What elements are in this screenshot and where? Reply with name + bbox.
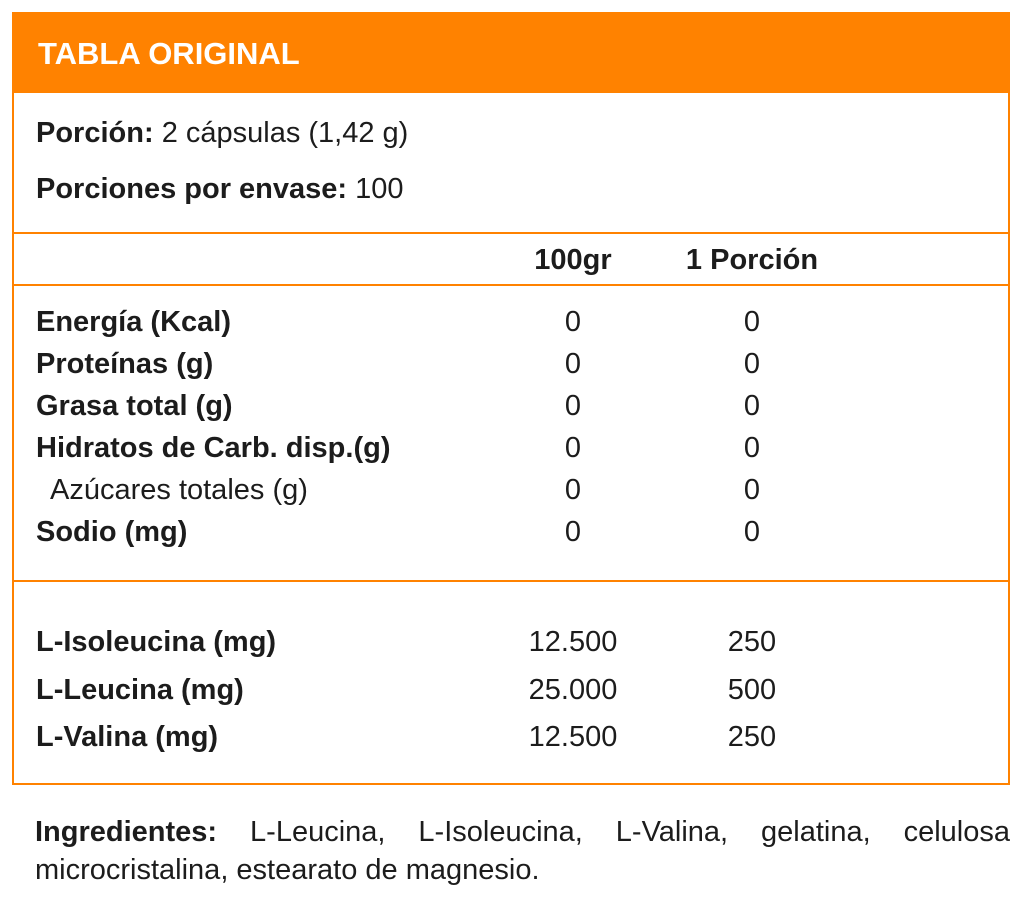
portions-value: 100 bbox=[355, 173, 404, 205]
value-100gr: 0 bbox=[564, 474, 582, 506]
value-100gr: 0 bbox=[564, 390, 582, 422]
row-label: Grasa total (g) bbox=[36, 390, 233, 422]
row-label: L-Valina (mg) bbox=[36, 721, 219, 753]
value-portion: 0 bbox=[743, 306, 761, 338]
portions-label: Porciones por envase: bbox=[36, 173, 348, 205]
row-label: Hidratos de Carb. disp.(g) bbox=[36, 432, 391, 464]
value-portion: 0 bbox=[743, 348, 761, 380]
value-100gr: 12.500 bbox=[528, 626, 618, 658]
divider bbox=[14, 284, 1008, 286]
table-title: TABLA ORIGINAL bbox=[14, 14, 1008, 93]
portion-label: Porción: bbox=[36, 117, 154, 149]
ingredients: Ingredientes: L-Leucina, L-Isoleucina, L… bbox=[35, 813, 1010, 889]
nutrition-table: TABLA ORIGINAL Porción: 2 cápsulas (1,42… bbox=[12, 12, 1010, 785]
column-header-portion: 1 Porción bbox=[685, 244, 819, 276]
value-100gr: 25.000 bbox=[528, 673, 618, 706]
value-100gr: 0 bbox=[564, 348, 582, 380]
row-label: Sodio (mg) bbox=[36, 516, 188, 548]
portion-row: Porción: 2 cápsulas (1,42 g) bbox=[36, 116, 408, 150]
value-100gr: 0 bbox=[564, 516, 582, 548]
value-portion: 0 bbox=[743, 516, 761, 548]
value-100gr: 0 bbox=[564, 306, 582, 338]
row-label: Energía (Kcal) bbox=[36, 306, 231, 338]
portions-per-container-row: Porciones por envase: 100 bbox=[36, 172, 404, 206]
value-100gr: 0 bbox=[564, 432, 582, 464]
value-100gr: 12.500 bbox=[528, 721, 618, 753]
value-portion: 0 bbox=[743, 432, 761, 464]
row-label: L-Isoleucina (mg) bbox=[36, 626, 277, 658]
value-portion: 250 bbox=[727, 721, 777, 753]
ingredients-label: Ingredientes: bbox=[35, 816, 218, 848]
value-portion: 250 bbox=[727, 626, 777, 658]
divider bbox=[14, 232, 1008, 234]
value-portion: 0 bbox=[743, 474, 761, 506]
divider bbox=[14, 580, 1008, 582]
portion-value: 2 cápsulas (1,42 g) bbox=[161, 117, 409, 149]
value-portion: 0 bbox=[743, 390, 761, 422]
column-header-100gr: 100gr bbox=[534, 244, 612, 276]
row-label: Proteínas (g) bbox=[36, 348, 214, 380]
row-label: L-Leucina (mg) bbox=[36, 673, 244, 706]
row-label: Azúcares totales (g) bbox=[50, 474, 308, 506]
value-portion: 500 bbox=[727, 673, 777, 706]
ingredients-value: L-Leucina, L-Isoleucina, L-Valina, gelat… bbox=[35, 816, 1011, 886]
